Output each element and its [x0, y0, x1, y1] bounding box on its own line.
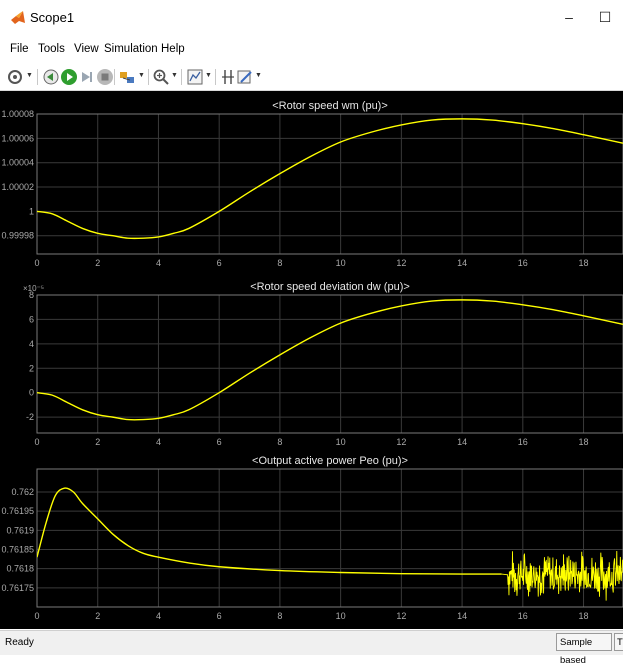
rotor-speed-ytick-label: 1.00004 [1, 158, 34, 168]
highlight-dropdown-icon[interactable]: ▼ [138, 72, 145, 79]
output-power-xtick-label: 18 [579, 611, 589, 621]
output-power-ytick-label: 0.76185 [1, 545, 34, 555]
toolbar-separator [181, 69, 182, 85]
output-power-xtick-label: 10 [336, 611, 346, 621]
rotor-speed-deviation-xtick-label: 12 [396, 437, 406, 447]
rotor-speed-deviation-ytick-label: 8 [29, 290, 34, 300]
rotor-speed-deviation-xtick-label: 2 [95, 437, 100, 447]
rotor-speed-plot-title: <Rotor speed wm (pu)> [272, 100, 388, 112]
rotor-speed-axes-background [37, 114, 623, 254]
output-power-xtick-label: 8 [277, 611, 282, 621]
output-power-ytick-label: 0.762 [11, 487, 34, 497]
rotor-speed-deviation-xtick-label: 6 [217, 437, 222, 447]
output-power-oscillation-trace [501, 551, 623, 601]
output-power-xtick-label: 0 [34, 611, 39, 621]
rotor-speed-deviation-xtick-label: 18 [579, 437, 589, 447]
menu-simulation[interactable]: Simulation [104, 43, 158, 55]
settings-dropdown-icon[interactable]: ▼ [26, 72, 33, 79]
rotor-speed-xtick-label: 18 [579, 258, 589, 268]
rotor-speed-ytick-label: 1.00006 [1, 133, 34, 143]
rotor-speed-deviation-axes-background [37, 295, 623, 433]
status-ready-text: Ready [5, 637, 34, 648]
status-bar: Ready Sample based T [0, 630, 623, 666]
zoom-icon[interactable] [152, 68, 170, 86]
step-forward-icon[interactable] [78, 68, 96, 86]
rotor-speed-xtick-label: 14 [457, 258, 467, 268]
menu-file[interactable]: File [10, 43, 29, 55]
output-power-axes-frame [36, 468, 623, 608]
output-power-ytick-label: 0.76195 [1, 506, 34, 516]
rotor-speed-xtick-label: 10 [336, 258, 346, 268]
rotor-speed-ytick-label: 1 [29, 206, 34, 216]
run-icon[interactable] [60, 68, 78, 86]
rotor-speed-deviation-ytick-label: 2 [29, 363, 34, 373]
rotor-speed-xtick-label: 8 [277, 258, 282, 268]
rotor-speed-ytick-label: 1.00002 [1, 182, 34, 192]
toolbar-separator [37, 69, 38, 85]
style-icon[interactable] [236, 68, 254, 86]
rotor-speed-deviation-xtick-label: 14 [457, 437, 467, 447]
rotor-speed-deviation-xtick-label: 10 [336, 437, 346, 447]
menu-view[interactable]: View [74, 43, 99, 55]
cursor-measurements-icon[interactable] [219, 68, 237, 86]
rotor-speed-axes-frame [36, 113, 623, 255]
rotor-speed-deviation-xtick-label: 16 [518, 437, 528, 447]
rotor-speed-xtick-label: 4 [156, 258, 161, 268]
output-power-plot-title: <Output active power Peo (pu)> [252, 455, 408, 467]
rotor-speed-deviation-axes-frame [36, 294, 623, 434]
output-power-ytick-label: 0.7618 [6, 564, 34, 574]
highlight-simulink-block-icon[interactable] [118, 68, 136, 86]
menu-help[interactable]: Help [161, 43, 185, 55]
rotor-speed-xtick-label: 2 [95, 258, 100, 268]
zoom-dropdown-icon[interactable]: ▼ [171, 72, 178, 79]
rotor-speed-xtick-label: 0 [34, 258, 39, 268]
stop-icon[interactable] [96, 68, 114, 86]
rotor-speed-deviation-ytick-label: 4 [29, 339, 34, 349]
autoscale-icon[interactable] [186, 68, 204, 86]
scope-display: 0 2 4 6 8 10 12 14 16 18 0.99998 1 1.00002 1.00004 1.0… [0, 91, 623, 629]
toolbar-separator [215, 69, 216, 85]
output-power-ytick-label: 0.76175 [1, 583, 34, 593]
scope-plots: 0 2 4 6 8 10 12 14 16 18 0.99998 1 1.00002 1.00004 1.0… [1, 100, 623, 621]
rotor-speed-deviation-ytick-label: -2 [26, 412, 34, 422]
rotor-speed-deviation-xtick-label: 4 [156, 437, 161, 447]
rotor-speed-xtick-label: 12 [396, 258, 406, 268]
matlab-app-icon [11, 11, 25, 24]
step-back-icon[interactable] [42, 68, 60, 86]
rotor-speed-trace [37, 118, 623, 240]
style-dropdown-icon[interactable]: ▼ [255, 72, 262, 79]
rotor-speed-deviation-xtick-label: 8 [277, 437, 282, 447]
output-power-xtick-label: 16 [518, 611, 528, 621]
menu-tools[interactable]: Tools [38, 43, 65, 55]
output-power-xtick-label: 2 [95, 611, 100, 621]
output-power-ytick-label: 0.7619 [6, 525, 34, 535]
settings-icon[interactable] [6, 68, 24, 86]
rotor-speed-deviation-trace [37, 299, 623, 421]
toolbar-separator [148, 69, 149, 85]
rotor-speed-deviation-xtick-label: 0 [34, 437, 39, 447]
title-bar: Scope1 – ☐ [0, 0, 623, 36]
rotor-speed-xtick-label: 16 [518, 258, 528, 268]
rotor-speed-deviation-plot-title: <Rotor speed deviation dw (pu)> [250, 281, 410, 293]
rotor-speed-deviation-ytick-label: 0 [29, 388, 34, 398]
output-power-xtick-label: 12 [396, 611, 406, 621]
output-power-trace [37, 487, 502, 575]
minimize-button[interactable]: – [565, 9, 573, 25]
output-power-xtick-label: 14 [457, 611, 467, 621]
menu-bar: File Tools View Simulation Help [0, 40, 623, 60]
rotor-speed-xtick-label: 6 [217, 258, 222, 268]
rotor-speed-ytick-label: 1.00008 [1, 109, 34, 119]
toolbar: ▼ ▼ ▼ ▼ ▼ [0, 64, 623, 91]
rotor-speed-deviation-axis-multiplier: ×10⁻⁵ [23, 284, 44, 293]
autoscale-dropdown-icon[interactable]: ▼ [205, 72, 212, 79]
output-power-xtick-label: 6 [217, 611, 222, 621]
output-power-xtick-label: 4 [156, 611, 161, 621]
window-title: Scope1 [30, 10, 75, 25]
toolbar-separator [114, 69, 115, 85]
time-offset-indicator: T [614, 633, 623, 651]
rotor-speed-deviation-ytick-label: 6 [29, 314, 34, 324]
sample-mode-indicator: Sample based [556, 633, 612, 666]
maximize-button[interactable]: ☐ [598, 9, 612, 25]
rotor-speed-ytick-label: 0.99998 [1, 231, 34, 241]
